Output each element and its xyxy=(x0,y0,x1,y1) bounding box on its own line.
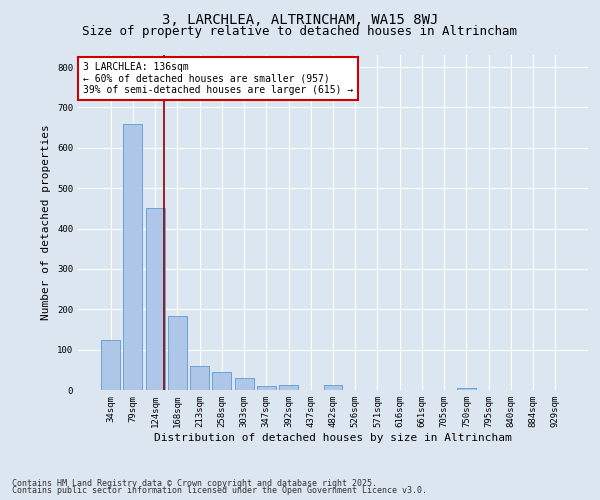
Bar xyxy=(101,340,120,390)
Y-axis label: Number of detached properties: Number of detached properties xyxy=(41,124,52,320)
Text: 3 LARCHLEA: 136sqm
← 60% of detached houses are smaller (957)
39% of semi-detach: 3 LARCHLEA: 136sqm ← 60% of detached hou… xyxy=(83,62,353,95)
Text: Contains public sector information licensed under the Open Government Licence v3: Contains public sector information licen… xyxy=(12,486,427,495)
Bar xyxy=(279,385,298,390)
Text: Size of property relative to detached houses in Altrincham: Size of property relative to detached ho… xyxy=(83,25,517,38)
Bar xyxy=(146,208,164,390)
Bar xyxy=(212,372,231,390)
Bar xyxy=(124,124,142,390)
Bar xyxy=(323,385,343,390)
Bar xyxy=(457,388,476,390)
Bar xyxy=(168,316,187,390)
Text: Contains HM Land Registry data © Crown copyright and database right 2025.: Contains HM Land Registry data © Crown c… xyxy=(12,478,377,488)
Bar xyxy=(257,386,276,390)
Bar xyxy=(235,378,254,390)
Text: 3, LARCHLEA, ALTRINCHAM, WA15 8WJ: 3, LARCHLEA, ALTRINCHAM, WA15 8WJ xyxy=(162,12,438,26)
X-axis label: Distribution of detached houses by size in Altrincham: Distribution of detached houses by size … xyxy=(154,432,512,442)
Bar xyxy=(190,366,209,390)
